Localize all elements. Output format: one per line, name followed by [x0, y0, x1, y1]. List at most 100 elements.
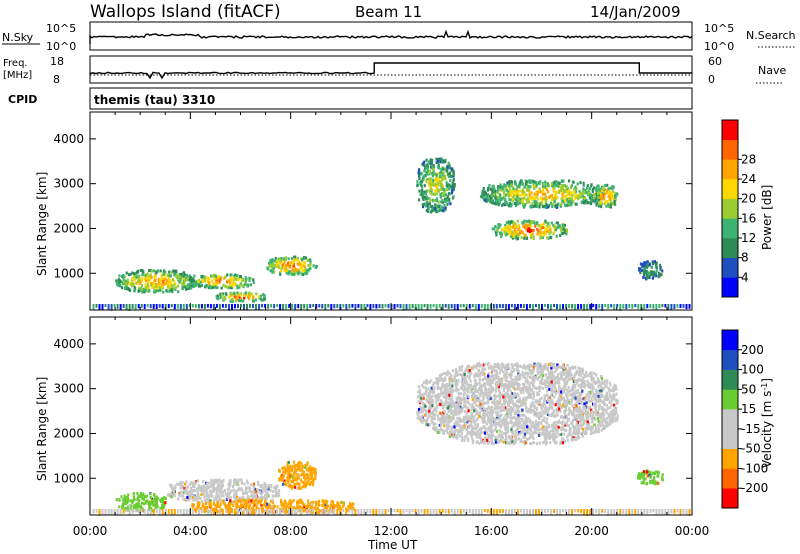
- vel-echo-cell: [442, 420, 445, 424]
- vel-echo-cell: [548, 430, 551, 434]
- power-echo-cell: [532, 237, 535, 240]
- power-echo-cell: [612, 190, 615, 194]
- vel-echo-cell: [182, 489, 185, 493]
- power-echo-cell: [508, 187, 511, 191]
- vel-echo-cell: [154, 496, 157, 500]
- vel-echo-cell: [535, 421, 538, 425]
- vel-echo-cell: [488, 420, 491, 424]
- vel-echo-cell: [566, 435, 569, 439]
- power-echo-cell: [525, 193, 528, 197]
- vel-echo-cell: [615, 406, 618, 410]
- power-echo-cell: [545, 203, 548, 207]
- vel-echo-cell: [436, 379, 439, 383]
- power-echo-cell: [503, 203, 507, 207]
- power-ground-cell: [345, 304, 348, 310]
- vel-echo-cell: [120, 495, 123, 499]
- vel-echo-cell: [306, 499, 310, 503]
- power-echo-cell: [434, 182, 437, 186]
- vel-echo-cell: [253, 510, 256, 513]
- vel-echo-cell: [513, 412, 516, 416]
- power-echo-cell: [429, 187, 432, 191]
- vel-echo-cell: [476, 410, 479, 413]
- vel-echo-cell: [436, 414, 439, 418]
- power-echo-cell: [536, 232, 539, 236]
- power-echo-cell: [547, 229, 550, 233]
- vel-echo-cell: [418, 408, 421, 412]
- vel-echo-cell: [192, 484, 195, 488]
- vel-echo-cell: [479, 390, 482, 394]
- power-echo-cell: [611, 196, 614, 200]
- power-echo-cell: [451, 189, 454, 193]
- power-echo-cell: [215, 274, 218, 278]
- vel-echo-cell: [219, 491, 222, 495]
- vel-echo-cell: [561, 364, 565, 368]
- vel-echo-cell: [271, 511, 274, 515]
- vel-echo-cell: [449, 391, 452, 395]
- power-echo-cell: [131, 277, 134, 281]
- power-echo-cell: [605, 204, 608, 208]
- power-echo-cell: [505, 232, 509, 236]
- power-ground-cell: [574, 304, 577, 311]
- power-ground-cell: [333, 304, 336, 309]
- vel-echo-cell: [251, 507, 254, 510]
- power-ground-cell: [507, 304, 510, 310]
- power-echo-cell: [515, 202, 518, 206]
- power-echo-cell: [314, 266, 317, 270]
- power-echo-cell: [448, 164, 451, 168]
- vel-echo-cell: [490, 419, 493, 422]
- vel-echo-cell: [583, 380, 586, 384]
- power-echo-cell: [137, 280, 140, 284]
- power-echo-cell: [288, 262, 291, 265]
- power-ground-cell: [339, 304, 342, 310]
- vel-echo-cell: [501, 422, 504, 426]
- vel-echo-cell: [252, 511, 255, 515]
- vel-echo-cell: [263, 486, 267, 489]
- power-ground-cell: [258, 304, 261, 310]
- power-ground-cell: [182, 304, 185, 311]
- power-echo-cell: [516, 230, 519, 234]
- vel-echo-cell: [192, 482, 195, 486]
- power-echo-cell: [243, 294, 246, 297]
- power-echo-cell: [169, 282, 172, 286]
- vel-echo-cell: [184, 490, 187, 494]
- power-ground-cell: [116, 304, 119, 309]
- power-echo-cell: [493, 227, 496, 231]
- vel-echo-cell: [431, 401, 434, 405]
- power-echo-cell: [420, 172, 423, 176]
- vel-echo-cell: [454, 382, 457, 386]
- vel-echo-cell: [248, 507, 251, 511]
- power-echo-cell: [516, 235, 520, 239]
- power-echo-cell: [504, 223, 507, 227]
- power-echo-cell: [122, 280, 126, 284]
- vel-echo-cell: [307, 480, 310, 484]
- vel-echo-cell: [257, 483, 260, 486]
- power-echo-cell: [427, 206, 430, 210]
- vel-echo-cell: [305, 476, 308, 480]
- power-echo-cell: [279, 272, 282, 276]
- vel-echo-cell: [159, 506, 162, 510]
- vel-echo-cell: [458, 366, 461, 369]
- power-echo-cell: [139, 279, 142, 283]
- vel-echo-cell: [126, 496, 129, 500]
- vel-echo-cell: [213, 480, 216, 484]
- vel-echo-cell: [127, 493, 130, 497]
- vel-echo-cell: [332, 506, 335, 510]
- power-echo-cell: [451, 184, 454, 188]
- power-echo-cell: [655, 274, 658, 278]
- power-echo-cell: [277, 257, 280, 261]
- power-echo-cell: [544, 198, 548, 202]
- power-echo-cell: [147, 289, 151, 293]
- vel-echo-cell: [164, 501, 167, 505]
- power-echo-cell: [548, 225, 551, 228]
- power-echo-cell: [482, 196, 485, 200]
- vel-echo-cell: [569, 402, 572, 405]
- power-echo-cell: [433, 199, 436, 202]
- power-echo-cell: [570, 191, 573, 195]
- vel-echo-cell: [489, 395, 492, 399]
- vel-echo-cell: [267, 494, 270, 498]
- power-echo-cell: [488, 184, 491, 188]
- power-echo-cell: [655, 269, 658, 273]
- vel-echo-cell: [203, 493, 206, 497]
- vel-echo-cell: [457, 432, 460, 436]
- vel-echo-cell: [236, 505, 239, 508]
